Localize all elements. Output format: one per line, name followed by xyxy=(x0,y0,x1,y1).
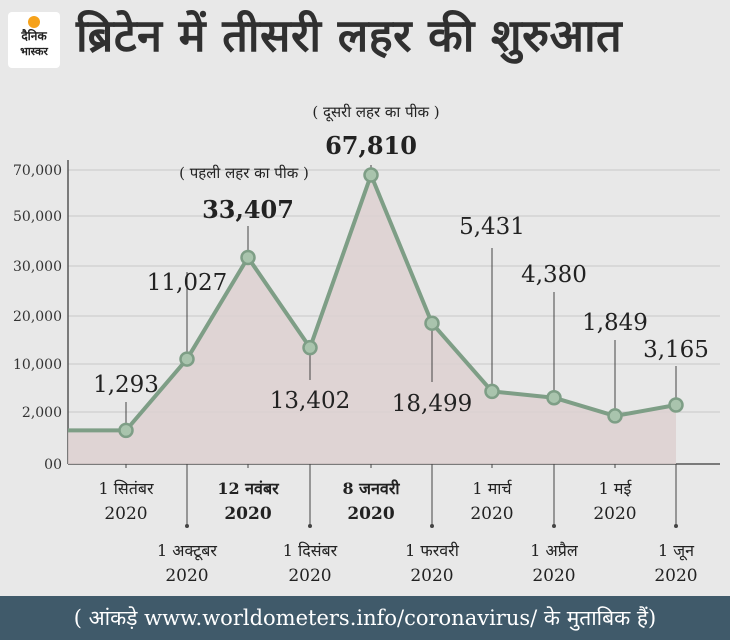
peak-annotation: ( दूसरी लहर का पीक ) xyxy=(312,103,439,122)
x-tick-label: 1 जून xyxy=(658,541,695,561)
x-tick-dot xyxy=(185,524,189,528)
x-tick-label: 12 नवंबर xyxy=(217,479,280,498)
x-tick-dot xyxy=(552,524,556,528)
y-tick-label: 50,000 xyxy=(13,209,62,225)
data-point xyxy=(302,339,318,356)
x-tick-year: 2020 xyxy=(532,566,575,586)
x-tick-dot xyxy=(674,524,678,528)
data-point xyxy=(118,422,134,439)
data-label: 18,499 xyxy=(392,391,472,417)
data-label: 13,402 xyxy=(270,388,350,414)
x-tick-year: 2020 xyxy=(288,566,331,586)
y-tick-label: 2,000 xyxy=(22,405,62,421)
data-point xyxy=(668,397,684,413)
x-tick-year: 2020 xyxy=(104,504,147,524)
x-tick-label: 8 जनवरी xyxy=(342,479,400,498)
x-tick-year: 2020 xyxy=(654,566,697,586)
x-tick-year: 2020 xyxy=(410,566,453,586)
y-tick-label: 10,000 xyxy=(13,357,62,373)
data-label: 5,431 xyxy=(459,214,525,240)
page-title: ब्रिटेन में तीसरी लहर की शुरुआत xyxy=(76,9,623,62)
source-footer: ( आंकड़े www.worldometers.info/coronavir… xyxy=(0,596,730,640)
x-tick-label: 1 फरवरी xyxy=(405,541,460,560)
x-tick-label: 1 मई xyxy=(599,479,633,498)
x-tick-label: 1 दिसंबर xyxy=(283,541,338,560)
data-point xyxy=(607,408,623,424)
logo: दैनिक भास्कर xyxy=(8,12,60,68)
x-tick-label: 1 अप्रैल xyxy=(530,541,579,560)
data-label: 1,293 xyxy=(93,372,159,398)
data-label: 67,810 xyxy=(325,131,417,160)
data-point xyxy=(363,167,379,183)
x-tick-year: 2020 xyxy=(593,504,636,524)
x-tick-dot xyxy=(308,524,312,528)
chart: 00 2,000 10,000 20,000 30,000 50,000 70,000 1,2… xyxy=(13,103,720,586)
y-tick-label: 00 xyxy=(44,457,62,473)
data-label: 33,407 xyxy=(202,195,294,224)
x-tick-year: 2020 xyxy=(470,504,513,524)
x-tick-year: 2020 xyxy=(165,566,208,586)
x-tick-label: 1 अक्टूबर xyxy=(157,541,217,561)
data-point xyxy=(424,315,440,331)
y-tick-label: 20,000 xyxy=(13,309,62,325)
data-point xyxy=(484,383,500,400)
peak-annotation: ( पहली लहर का पीक ) xyxy=(179,164,309,182)
x-tick-label: 1 सितंबर xyxy=(98,479,153,498)
x-tick-label: 1 मार्च xyxy=(472,479,512,498)
x-tick-dot xyxy=(430,524,434,528)
y-tick-label: 70,000 xyxy=(13,163,62,179)
data-label: 1,849 xyxy=(582,310,648,336)
y-tick-label: 30,000 xyxy=(13,259,62,275)
logo-line-2: भास्कर xyxy=(20,45,48,58)
logo-line-1: दैनिक xyxy=(21,29,47,43)
data-label: 3,165 xyxy=(643,337,709,363)
data-label: 4,380 xyxy=(521,262,587,288)
area-fill xyxy=(68,175,676,465)
data-point xyxy=(546,389,562,406)
data-point xyxy=(179,351,195,367)
x-tick-year: 2020 xyxy=(347,504,394,524)
data-label: 11,027 xyxy=(147,270,227,296)
data-point xyxy=(240,249,256,266)
sun-icon xyxy=(28,16,40,28)
x-tick-year: 2020 xyxy=(224,504,271,524)
